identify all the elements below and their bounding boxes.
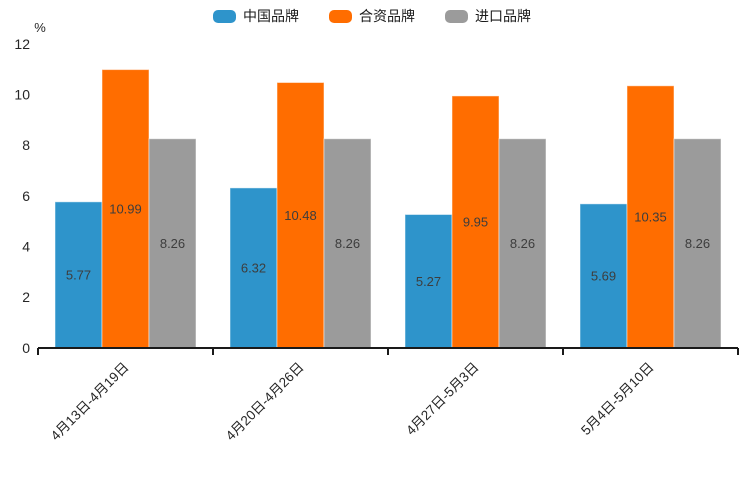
legend-label: 中国品牌 — [243, 8, 299, 24]
y-tick-label: 2 — [22, 289, 30, 305]
x-category-label: 4月20日-4月26日 — [223, 360, 307, 444]
bars-group: 5.77 10.99 8.26 6.32 10.48 8.26 5.27 9.95 8.26 5.… — [54, 69, 722, 349]
y-tick-label: 8 — [22, 137, 30, 153]
bar-中国品牌-2 — [404, 213, 453, 349]
x-category-label: 4月13日-4月19日 — [48, 360, 132, 444]
y-tick-label: 4 — [22, 239, 30, 255]
legend-item-0: 中国品牌 — [213, 6, 299, 26]
legend-item-1: 合资品牌 — [329, 6, 415, 26]
legend-label: 合资品牌 — [359, 8, 415, 24]
legend-swatch-icon — [213, 9, 236, 23]
bar-value-label: 10.99 — [109, 201, 142, 216]
bar-进口品牌-1 — [323, 138, 372, 349]
bar-合资品牌-3 — [626, 85, 675, 349]
bar-value-label: 5.69 — [591, 268, 616, 283]
x-axis-category-labels: 4月13日-4月19日 4月20日-4月26日 4月27日-5月3日 5月4日-5月1… — [48, 360, 657, 444]
bar-进口品牌-0 — [148, 138, 197, 349]
x-category-label: 4月27日-5月3日 — [403, 360, 482, 439]
bar-value-label: 8.26 — [510, 236, 535, 251]
legend-item-2: 进口品牌 — [445, 6, 531, 26]
bar-合资品牌-1 — [276, 82, 325, 349]
bar-value-label: 8.26 — [685, 236, 710, 251]
y-tick-label: 6 — [22, 188, 30, 204]
y-axis-tick-labels: 0 2 4 6 8 10 12 — [14, 36, 30, 356]
bar-value-label: 10.48 — [284, 208, 317, 223]
y-tick-label: 0 — [22, 340, 30, 356]
y-axis-unit-label: % — [34, 20, 46, 35]
bar-value-label: 9.95 — [463, 215, 488, 230]
y-tick-label: 12 — [14, 36, 30, 52]
x-category-label: 5月4日-5月10日 — [578, 360, 657, 439]
y-tick-label: 10 — [14, 87, 30, 103]
legend-label: 进口品牌 — [475, 8, 531, 24]
chart-legend: 中国品牌 合资品牌 进口品牌 — [0, 6, 744, 26]
bar-进口品牌-2 — [498, 138, 547, 349]
bar-value-label: 5.77 — [66, 267, 91, 282]
bar-value-label: 6.32 — [241, 260, 266, 275]
bar-value-label: 10.35 — [634, 209, 667, 224]
legend-swatch-icon — [445, 9, 468, 23]
bar-合资品牌-2 — [451, 95, 500, 349]
bar-value-label: 8.26 — [335, 236, 360, 251]
x-axis — [37, 347, 739, 355]
bar-value-label: 5.27 — [416, 274, 441, 289]
bar-value-label: 8.26 — [160, 236, 185, 251]
legend-swatch-icon — [329, 9, 352, 23]
bar-进口品牌-3 — [673, 138, 722, 349]
